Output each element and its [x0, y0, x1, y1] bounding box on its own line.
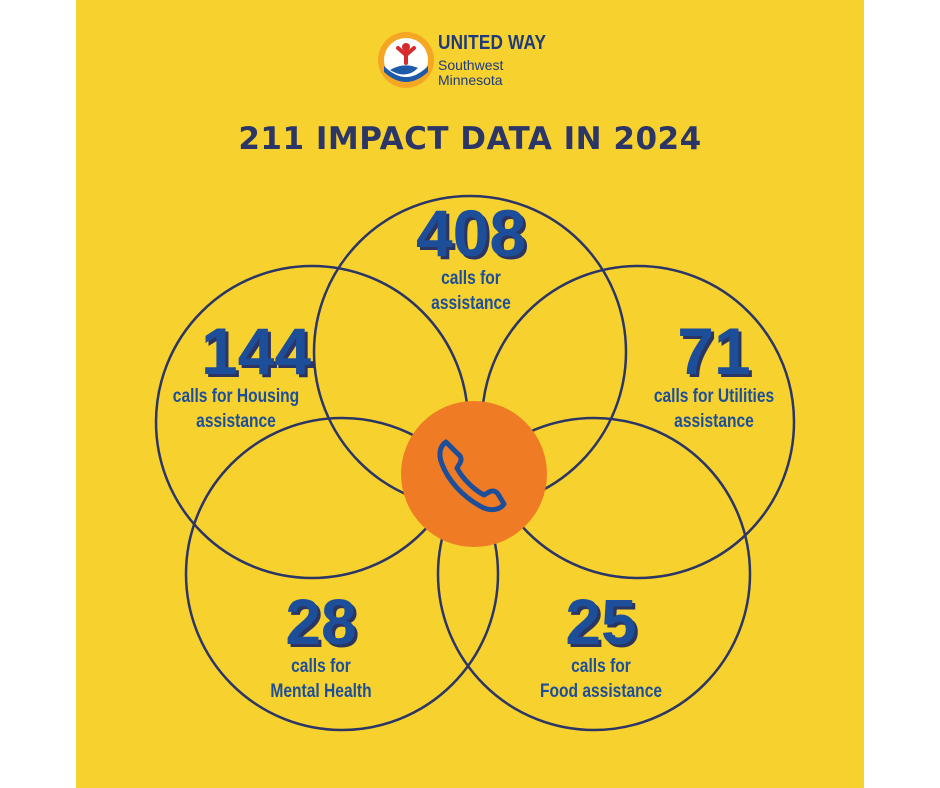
united-way-emblem-icon — [378, 32, 434, 88]
stat-housing: 144 calls for Housing assistance — [136, 318, 336, 434]
phone-icon — [437, 439, 507, 513]
stat-number: 28 — [285, 586, 357, 658]
stat-general-assistance: 408 calls for assistance — [386, 200, 556, 316]
stat-label-line2: Food assistance — [539, 681, 663, 702]
stat-utilities: 71 calls for Utilities assistance — [624, 318, 804, 434]
stat-label-line1: calls for — [291, 656, 351, 677]
stat-label-line2: assistance — [431, 293, 511, 314]
stat-label-line2: assistance — [196, 411, 276, 432]
page-title: 211 IMPACT DATA IN 2024 — [238, 121, 702, 157]
stat-label-line2: assistance — [674, 411, 754, 432]
stat-number: 25 — [565, 586, 637, 658]
circle-bottom-left — [184, 416, 500, 732]
stat-food: 25 calls for Food assistance — [516, 590, 686, 704]
stat-label-line2: Mental Health — [270, 681, 372, 702]
circle-bottom-right — [436, 416, 752, 732]
infographic-poster: UNITED WAY Southwest Minnesota 211 IMPAC… — [76, 0, 864, 788]
stat-number: 71 — [677, 314, 751, 388]
stat-number: 144 — [200, 314, 312, 388]
logo-name: UNITED WAY — [438, 32, 547, 54]
stat-label-line1: calls for Utilities — [653, 386, 775, 407]
logo-subtitle-line2: Minnesota — [438, 72, 503, 88]
logo-subtitle-line1: Southwest — [438, 57, 504, 73]
phone-badge — [401, 401, 547, 547]
united-way-logo: UNITED WAY Southwest Minnesota — [376, 30, 576, 92]
stat-mental-health: 28 calls for Mental Health — [246, 590, 396, 704]
stat-label-line1: calls for Housing — [172, 386, 300, 407]
stat-number: 408 — [415, 196, 527, 270]
stat-label-line1: calls for — [571, 656, 631, 677]
stat-label-line1: calls for — [441, 268, 501, 289]
